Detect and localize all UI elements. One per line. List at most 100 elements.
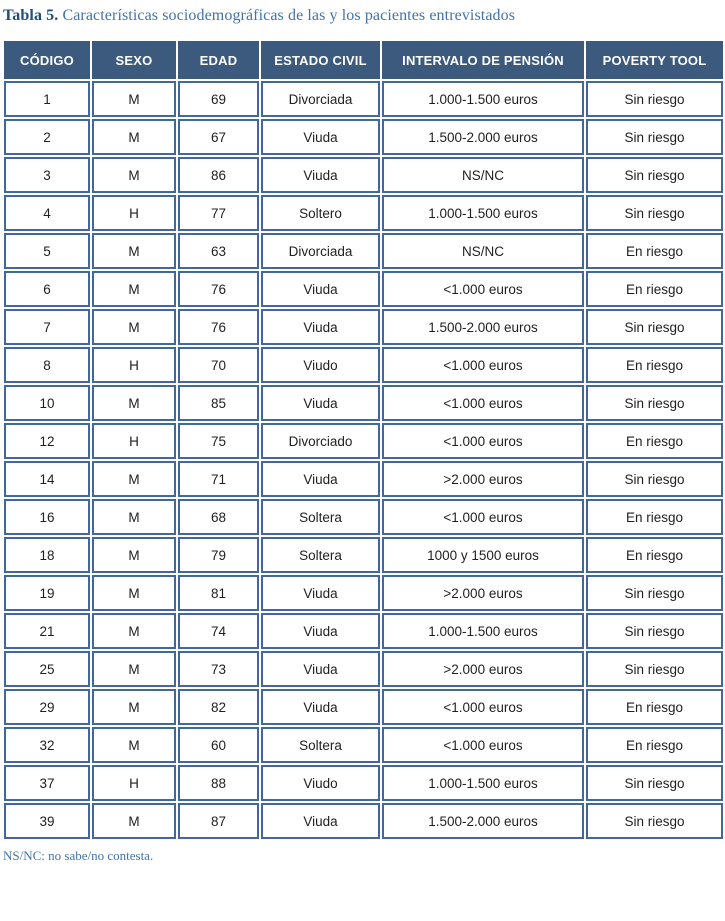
table-cell: >2.000 euros [382,575,584,611]
table-row: 8 H 70 Viudo <1.000 euros En riesgo [4,347,723,383]
table-cell: Viuda [261,309,380,345]
table-cell: <1.000 euros [382,499,584,535]
table-cell: M [92,803,176,839]
table-cell: 25 [4,651,90,687]
table-cell: H [92,347,176,383]
table-cell: 60 [178,727,259,763]
table-row: 21 M 74 Viuda 1.000-1.500 euros Sin riesgo [4,613,723,649]
table-cell: M [92,689,176,725]
table-caption-text: Características sociodemográficas de las… [58,7,516,24]
table-cell: 1 [4,81,90,117]
table-cell: Sin riesgo [586,309,723,345]
table-cell: Viuda [261,271,380,307]
table-cell: En riesgo [586,499,723,535]
table-cell: 29 [4,689,90,725]
table-row: 5 M 63 Divorciada NS/NC En riesgo [4,233,723,269]
table-caption-label: Tabla 5. [3,7,59,24]
table-cell: <1.000 euros [382,423,584,459]
table-cell: Viuda [261,575,380,611]
table-cell: Sin riesgo [586,461,723,497]
table-row: 37 H 88 Viudo 1.000-1.500 euros Sin riesgo [4,765,723,801]
table-cell: Viuda [261,157,380,193]
table-cell: 1.500-2.000 euros [382,803,584,839]
table-cell: <1.000 euros [382,727,584,763]
table-cell: 68 [178,499,259,535]
table-cell: 1.000-1.500 euros [382,613,584,649]
table-row: 6 M 76 Viuda <1.000 euros En riesgo [4,271,723,307]
table-cell: H [92,765,176,801]
table-cell: Soltera [261,537,380,573]
table-row: 3 M 86 Viuda NS/NC Sin riesgo [4,157,723,193]
table-cell: Sin riesgo [586,385,723,421]
table-cell: 1.000-1.500 euros [382,81,584,117]
column-header-estado-civil: ESTADO CIVIL [261,41,380,79]
table-cell: 1.000-1.500 euros [382,195,584,231]
table-cell: En riesgo [586,271,723,307]
table-row: 10 M 85 Viuda <1.000 euros Sin riesgo [4,385,723,421]
table-cell: 4 [4,195,90,231]
table-row: 2 M 67 Viuda 1.500-2.000 euros Sin riesgo [4,119,723,155]
table-cell: 87 [178,803,259,839]
table-row: 25 M 73 Viuda >2.000 euros Sin riesgo [4,651,723,687]
table-cell: 75 [178,423,259,459]
table-cell: M [92,613,176,649]
table-cell: Viudo [261,347,380,383]
table-cell: En riesgo [586,233,723,269]
table-cell: 7 [4,309,90,345]
table-cell: M [92,157,176,193]
table-cell: Viuda [261,385,380,421]
table-row: 7 M 76 Viuda 1.500-2.000 euros Sin riesgo [4,309,723,345]
table-cell: Sin riesgo [586,81,723,117]
table-cell: Viudo [261,765,380,801]
table-row: 4 H 77 Soltero 1.000-1.500 euros Sin riesgo [4,195,723,231]
column-header-codigo: CÓDIGO [4,41,90,79]
table-footnote: NS/NC: no sabe/no contesta. [3,848,154,863]
table-cell: >2.000 euros [382,461,584,497]
table-cell: 2 [4,119,90,155]
column-header-poverty-tool: POVERTY TOOL [586,41,723,79]
sociodemographic-table: CÓDIGO SEXO EDAD ESTADO CIVIL INTERVALO … [2,39,725,841]
table-cell: <1.000 euros [382,347,584,383]
table-row: 18 M 79 Soltera 1000 y 1500 euros En riesgo [4,537,723,573]
table-cell: 85 [178,385,259,421]
table-cell: 1.500-2.000 euros [382,119,584,155]
table-cell: En riesgo [586,347,723,383]
table-cell: 69 [178,81,259,117]
table-cell: NS/NC [382,233,584,269]
table-cell: 21 [4,613,90,649]
table-cell: <1.000 euros [382,689,584,725]
column-header-edad: EDAD [178,41,259,79]
table-cell: 14 [4,461,90,497]
table-cell: 76 [178,271,259,307]
table-cell: Divorciado [261,423,380,459]
table-cell: 37 [4,765,90,801]
table-cell: En riesgo [586,689,723,725]
table-cell: 74 [178,613,259,649]
table-cell: <1.000 euros [382,271,584,307]
table-cell: Viuda [261,689,380,725]
table-cell: Viuda [261,461,380,497]
table-cell: 5 [4,233,90,269]
table-row: 12 H 75 Divorciado <1.000 euros En riesgo [4,423,723,459]
table-cell: 1000 y 1500 euros [382,537,584,573]
table-cell: Viuda [261,613,380,649]
table-cell: M [92,499,176,535]
table-cell: 70 [178,347,259,383]
table-cell: M [92,461,176,497]
table-cell: En riesgo [586,727,723,763]
table-cell: Soltera [261,499,380,535]
table-cell: Sin riesgo [586,195,723,231]
table-cell: M [92,727,176,763]
table-cell: Viuda [261,803,380,839]
table-cell: 1.500-2.000 euros [382,309,584,345]
table-cell: Sin riesgo [586,613,723,649]
table-cell: 1.000-1.500 euros [382,765,584,801]
table-cell: Soltero [261,195,380,231]
table-cell: M [92,575,176,611]
table-cell: <1.000 euros [382,385,584,421]
table-cell: M [92,119,176,155]
table-caption: Tabla 5. Características sociodemográfic… [3,5,723,27]
table-cell: 82 [178,689,259,725]
table-cell: 67 [178,119,259,155]
